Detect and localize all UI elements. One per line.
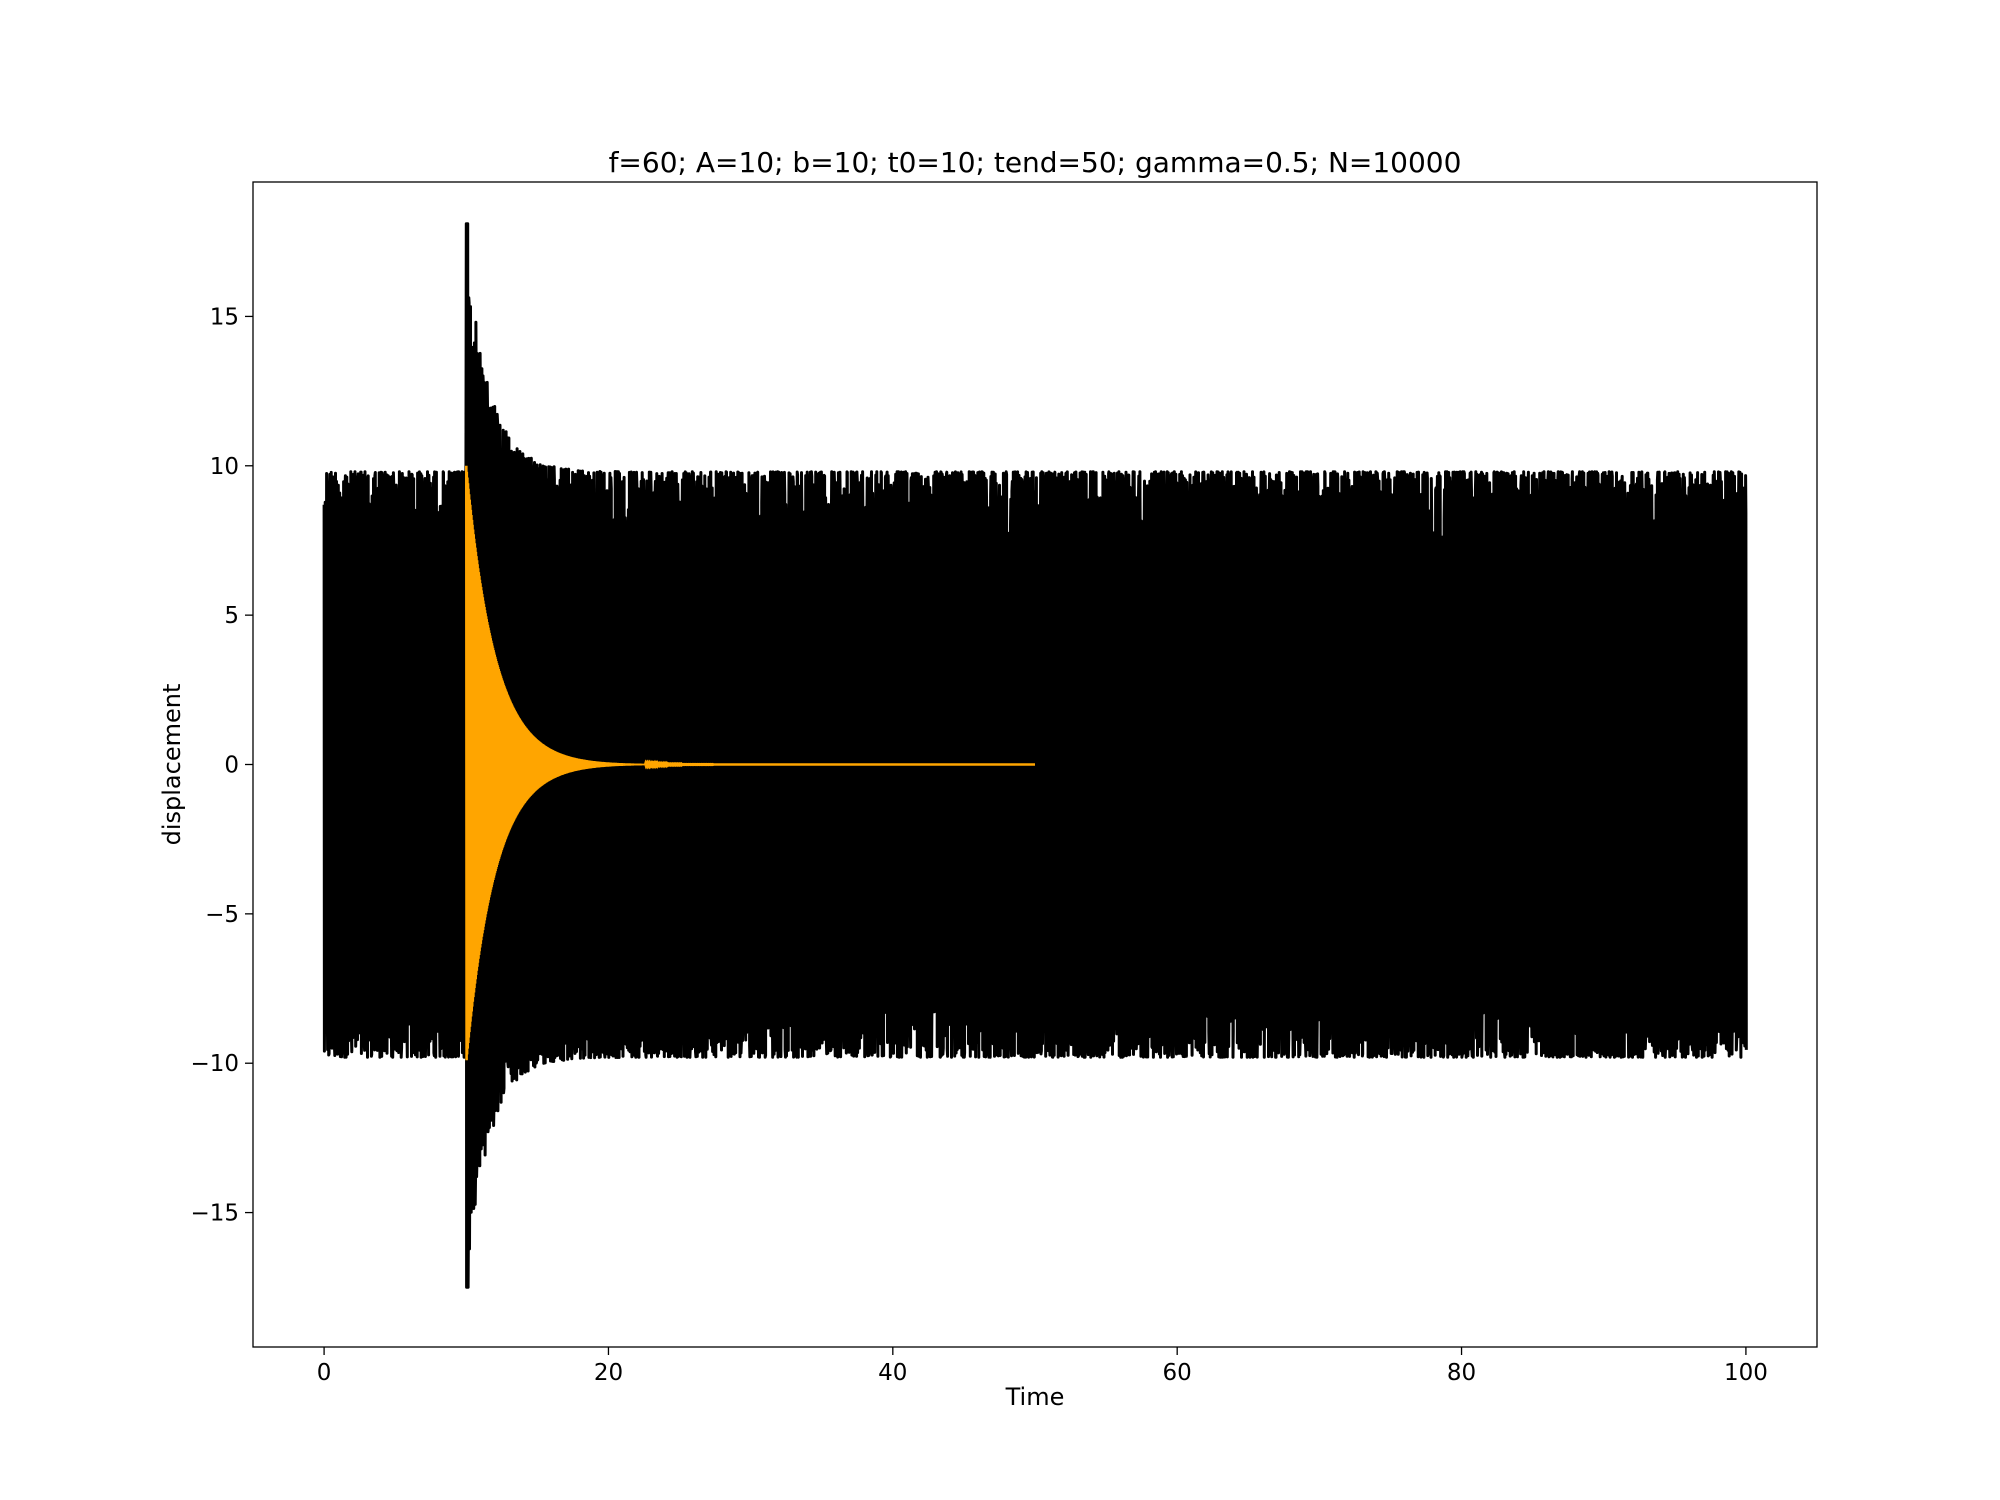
x-tick-label: 80 bbox=[1447, 1360, 1476, 1386]
black-signal-line bbox=[322, 222, 1748, 1289]
y-tick-label: 5 bbox=[224, 603, 239, 629]
chart-title: f=60; A=10; b=10; t0=10; tend=50; gamma=… bbox=[609, 146, 1462, 179]
x-tick-label: 60 bbox=[1163, 1360, 1192, 1386]
x-tick-label: 100 bbox=[1724, 1360, 1768, 1386]
orange-decay-series bbox=[465, 465, 1035, 1061]
y-axis-ticks: −15 −10 −5 0 5 10 15 bbox=[190, 304, 253, 1227]
y-axis-label: displacement bbox=[158, 684, 186, 846]
x-tick-label: 20 bbox=[594, 1360, 623, 1386]
orange-decay-line bbox=[465, 465, 1035, 1061]
y-tick-label: 0 bbox=[224, 753, 239, 779]
black-signal-series bbox=[322, 222, 1748, 1289]
y-tick-label: 10 bbox=[210, 454, 239, 480]
plot-area bbox=[322, 222, 1748, 1289]
y-tick-label: −5 bbox=[205, 902, 239, 928]
y-tick-label: 15 bbox=[210, 304, 239, 330]
y-tick-label: −15 bbox=[190, 1201, 239, 1227]
x-tick-label: 40 bbox=[878, 1360, 907, 1386]
x-axis-ticks: 0 20 40 60 80 100 bbox=[317, 1347, 1768, 1386]
y-tick-label: −10 bbox=[190, 1051, 239, 1077]
x-tick-label: 0 bbox=[317, 1360, 332, 1386]
x-axis-label: Time bbox=[1005, 1383, 1065, 1411]
